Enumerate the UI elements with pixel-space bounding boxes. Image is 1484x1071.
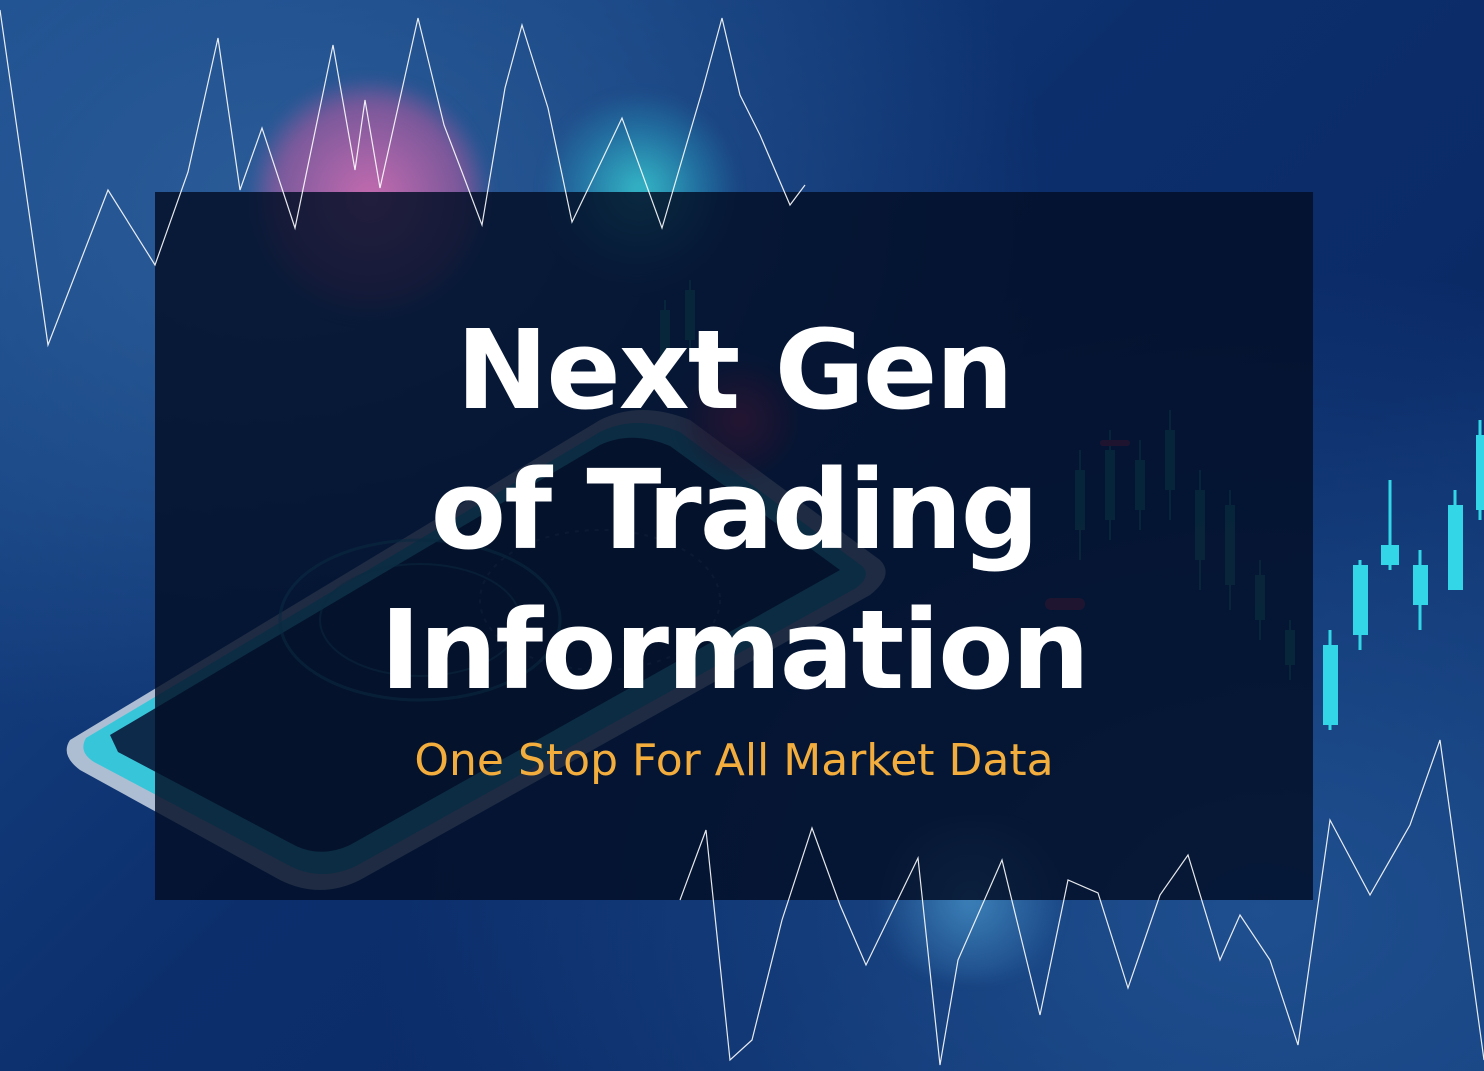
headline-line-1: Next Gen (456, 306, 1014, 434)
headline-line-3: Information (380, 586, 1090, 714)
headline: Next Gen of Trading Information (155, 300, 1313, 720)
tagline: One Stop For All Market Data (414, 735, 1054, 786)
bright-candlesticks (1323, 420, 1484, 730)
headline-line-2: of Trading (430, 446, 1040, 574)
